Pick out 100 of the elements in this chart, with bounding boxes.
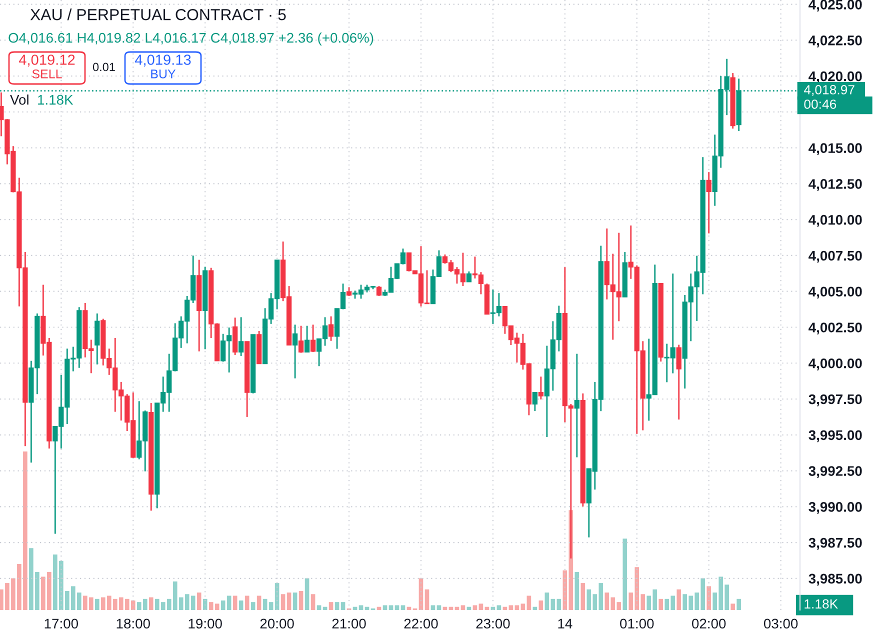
- x-tick-label: 14: [558, 618, 572, 628]
- candlestick: [466, 270, 472, 283]
- bar: [238, 600, 244, 610]
- y-tick-label: 4,015.00: [808, 143, 862, 156]
- bar: [280, 594, 286, 610]
- bar: [256, 596, 262, 610]
- y-tick-label: 4,000.00: [808, 358, 862, 370]
- bar: [520, 604, 526, 610]
- annotation: 0.01: [92, 62, 115, 72]
- bar: [538, 600, 544, 610]
- y-tick-label: 4,020.00: [808, 71, 862, 84]
- bar: [148, 597, 154, 610]
- y-tick-label: 3,990.00: [808, 502, 862, 514]
- bar: [544, 592, 550, 610]
- bar: [676, 589, 682, 610]
- bar: [232, 596, 238, 610]
- bar: [556, 598, 562, 610]
- bar: [400, 605, 406, 610]
- x-tick-label: 03:00: [764, 618, 798, 629]
- bar: [334, 602, 340, 610]
- x-tick-label: 01:00: [620, 618, 654, 629]
- bar: [394, 605, 400, 610]
- x-tick-label: 02:00: [692, 618, 726, 629]
- candlestick: [292, 324, 298, 380]
- bar: [526, 596, 532, 610]
- bar: [436, 605, 442, 610]
- bar: [430, 605, 436, 610]
- bar: [388, 605, 394, 610]
- bar: [94, 598, 100, 610]
- y-tick-label: 4,025.00: [808, 0, 862, 12]
- x-tick-label: 18:00: [116, 618, 150, 629]
- candlestick: [94, 312, 100, 366]
- candlestick: [376, 285, 382, 297]
- annotation: 4,019.13: [134, 54, 191, 67]
- x-tick-label: 19:00: [188, 618, 222, 629]
- y-tick-label: 4,012.50: [808, 179, 862, 191]
- annotation: BUY: [151, 70, 176, 78]
- bar: [514, 605, 520, 610]
- y-tick-label: 3,992.50: [808, 466, 862, 478]
- bar: [298, 590, 304, 610]
- x-tick-label: 17:00: [44, 618, 78, 629]
- x-tick-label: 23:00: [476, 618, 510, 629]
- bar: [226, 596, 232, 610]
- y-tick-label: 4,005.00: [808, 286, 862, 299]
- candlestick: [298, 325, 304, 354]
- bar: [304, 578, 310, 610]
- bar: [358, 605, 364, 610]
- bar: [730, 604, 735, 610]
- bar: [424, 589, 430, 610]
- y-tick-label: 3,987.50: [808, 538, 862, 550]
- candlestick: [310, 324, 316, 353]
- bar: [496, 605, 502, 610]
- bar: [550, 598, 556, 610]
- bar: [286, 592, 292, 610]
- bar: [340, 602, 346, 610]
- y-tick-label: 3,997.50: [808, 394, 862, 406]
- text: 00:46: [804, 100, 836, 109]
- bar: [580, 583, 586, 610]
- bar: [250, 602, 256, 610]
- annotation: 1.18K: [38, 94, 74, 105]
- annotation: 4,019.12: [18, 54, 75, 67]
- bar: [262, 598, 268, 610]
- bar: [706, 586, 712, 610]
- y-tick-label: 4,007.50: [808, 250, 862, 263]
- candlestick: [532, 392, 538, 412]
- y-tick-label: 4,002.50: [808, 322, 862, 334]
- y-tick-label: 4,010.00: [808, 214, 862, 227]
- bar: [244, 596, 250, 610]
- bar: [310, 594, 316, 610]
- bar: [508, 605, 514, 610]
- x-tick-label: 21:00: [332, 618, 366, 629]
- x-tick-label: 22:00: [404, 618, 438, 629]
- bar: [202, 598, 208, 610]
- y-tick-label: 4,022.50: [808, 36, 862, 48]
- bar: [622, 538, 628, 610]
- bar: [478, 604, 484, 610]
- text: 1.18K: [804, 599, 838, 609]
- bar: [472, 605, 478, 610]
- bar: [292, 592, 298, 610]
- candlestick: [328, 316, 334, 342]
- candlestick: [238, 316, 244, 357]
- candlestick: [538, 376, 544, 400]
- ref-line-label: 4,018.97: [804, 85, 854, 96]
- bar: [574, 572, 580, 610]
- candlestick: [706, 171, 712, 234]
- bar: [736, 598, 741, 610]
- text: O4,016.61 H4,019.82 L4,016.17 C4,018.97 +2.36 (+0.06%): [8, 32, 374, 46]
- candlestick: [574, 353, 580, 458]
- bar: [196, 592, 202, 610]
- bar: [460, 605, 466, 610]
- annotation: SELL: [32, 70, 62, 78]
- bar: [220, 600, 226, 610]
- bar: [328, 602, 334, 610]
- y-tick-label: 3,985.00: [808, 574, 862, 586]
- chart-title: XAU / PERPETUAL CONTRACT · 5: [30, 8, 286, 20]
- annotation: Vol: [10, 94, 28, 105]
- bar: [316, 605, 322, 610]
- bar: [268, 602, 274, 610]
- x-tick-label: 20:00: [260, 618, 294, 629]
- bar: [382, 605, 388, 610]
